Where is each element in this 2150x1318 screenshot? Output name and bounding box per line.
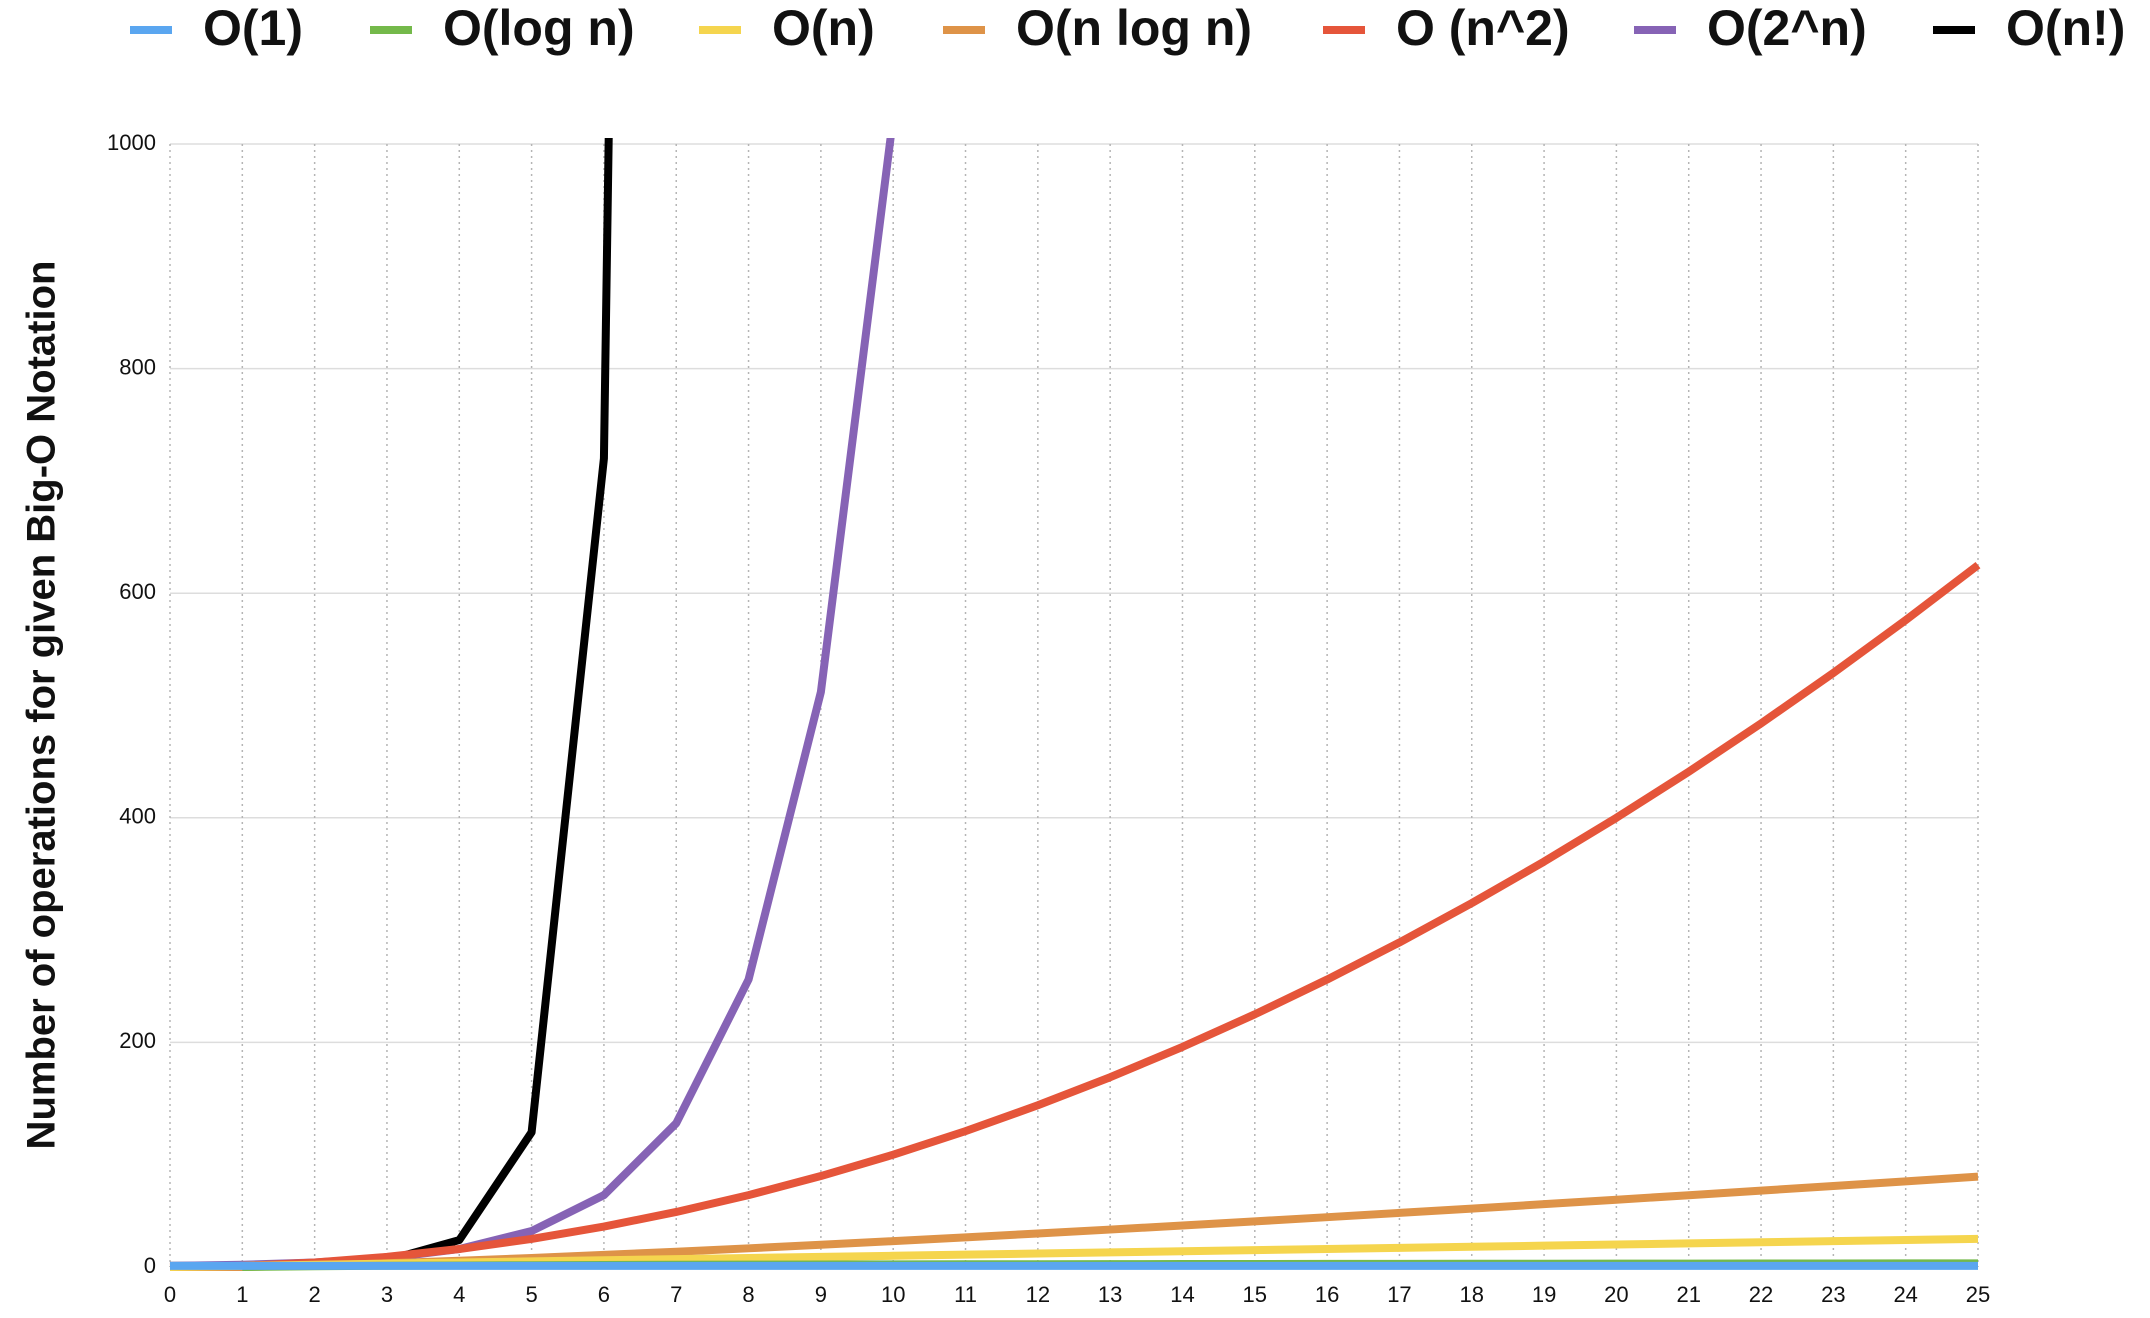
y-tick-label: 400 bbox=[119, 804, 156, 829]
x-tick-label: 2 bbox=[309, 1282, 321, 1307]
legend-label: O(n!) bbox=[2006, 0, 2125, 56]
x-tick-label: 9 bbox=[815, 1282, 827, 1307]
x-tick-label: 25 bbox=[1966, 1282, 1990, 1307]
series-line bbox=[170, 138, 613, 1270]
legend-label: O(n log n) bbox=[1016, 0, 1252, 56]
legend-label: O(2^n) bbox=[1707, 0, 1867, 56]
legend-label: O(1) bbox=[203, 0, 303, 56]
x-tick-label: 17 bbox=[1387, 1282, 1411, 1307]
legend-label: O(log n) bbox=[443, 0, 635, 56]
x-tick-label: 10 bbox=[881, 1282, 905, 1307]
x-tick-label: 1 bbox=[236, 1282, 248, 1307]
x-tick-label: 21 bbox=[1676, 1282, 1700, 1307]
y-tick-label: 1000 bbox=[107, 130, 156, 155]
x-tick-label: 3 bbox=[381, 1282, 393, 1307]
x-tick-label: 5 bbox=[525, 1282, 537, 1307]
x-tick-label: 11 bbox=[954, 1282, 977, 1307]
x-tick-label: 0 bbox=[164, 1282, 176, 1307]
y-tick-label: 200 bbox=[119, 1028, 156, 1053]
x-tick-label: 13 bbox=[1098, 1282, 1122, 1307]
x-tick-label: 8 bbox=[742, 1282, 754, 1307]
x-tick-label: 20 bbox=[1604, 1282, 1628, 1307]
y-axis-title: Number of operations for given Big-O Not… bbox=[20, 261, 64, 1150]
x-tick-label: 6 bbox=[598, 1282, 610, 1307]
x-tick-label: 12 bbox=[1026, 1282, 1050, 1307]
series-line bbox=[169, 561, 1981, 1271]
x-tick-label: 18 bbox=[1460, 1282, 1484, 1307]
legend-label: O(n) bbox=[772, 0, 875, 56]
x-tick-label: 19 bbox=[1532, 1282, 1556, 1307]
x-tick-label: 4 bbox=[453, 1282, 465, 1307]
x-tick-label: 7 bbox=[670, 1282, 682, 1307]
x-tick-label: 22 bbox=[1749, 1282, 1773, 1307]
y-tick-label: 0 bbox=[144, 1253, 156, 1278]
x-tick-label: 14 bbox=[1170, 1282, 1194, 1307]
y-tick-label: 800 bbox=[119, 354, 156, 379]
y-tick-label: 600 bbox=[119, 579, 156, 604]
legend-label: O (n^2) bbox=[1396, 0, 1570, 56]
x-tick-label: 24 bbox=[1893, 1282, 1917, 1307]
x-tick-label: 15 bbox=[1243, 1282, 1267, 1307]
x-tick-label: 23 bbox=[1821, 1282, 1845, 1307]
x-tick-label: 16 bbox=[1315, 1282, 1339, 1307]
